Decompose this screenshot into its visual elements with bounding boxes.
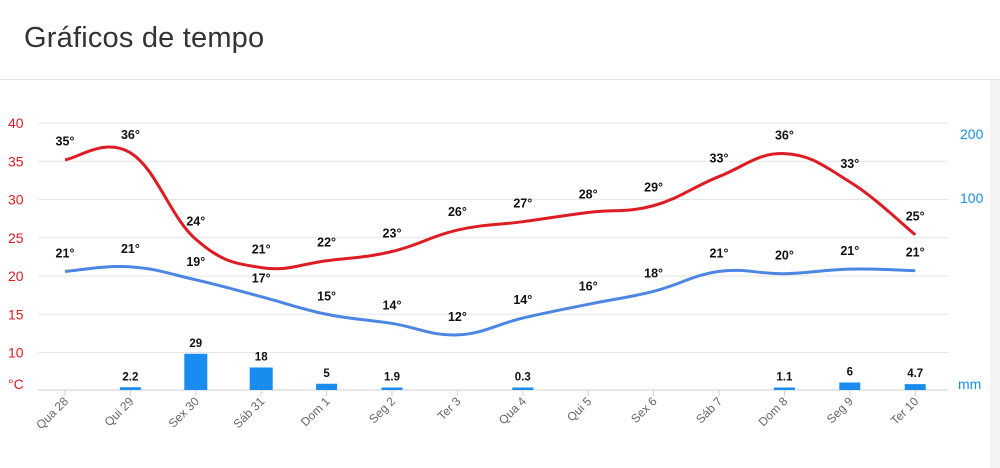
x-tick-label: Dom 8	[756, 394, 791, 429]
precip-label: 6	[847, 367, 853, 379]
y-tick-label-right: 100	[960, 190, 984, 206]
max-temp-label: 25°	[906, 210, 925, 224]
precip-label: 29	[189, 338, 202, 350]
precip-label: 2.2	[122, 371, 138, 383]
x-tick-label: Sáb 31	[231, 394, 268, 431]
max-temp-label: 33°	[710, 152, 729, 166]
x-tick-label: Ter 10	[888, 394, 922, 428]
precip-bar	[316, 383, 338, 390]
min-temp-label: 17°	[252, 272, 271, 286]
precip-label: 4.7	[907, 368, 923, 380]
x-tick-label: Seg 9	[824, 394, 856, 426]
y-axis-unit-right: mm	[958, 376, 981, 392]
x-tick-label: Dom 1	[298, 394, 333, 429]
max-temp-label: 36°	[121, 128, 140, 142]
min-temp-label: 21°	[840, 244, 859, 258]
precip-bar	[904, 384, 926, 390]
min-temp-label: 18°	[644, 266, 663, 280]
max-temp-label: 27°	[513, 197, 532, 211]
precip-bar	[381, 387, 403, 390]
precip-bar	[839, 382, 861, 390]
min-temp-label: 21°	[906, 246, 925, 260]
x-tick-label: Seg 2	[366, 394, 398, 426]
y-axis-unit-left: °C	[8, 376, 24, 392]
weather-chart: 40 35 30 25 20 15 10 °C 200 100 mm Qua 28 Qui 29 Sex …	[8, 115, 984, 432]
panel-header: Gráficos de tempo	[0, 0, 1000, 80]
min-temp-line	[64, 265, 916, 337]
x-tick-label: Sáb 7	[693, 394, 725, 426]
max-temp-label: 21°	[252, 243, 271, 257]
y-tick-label-left: 10	[8, 345, 24, 361]
precip-label: 1.1	[776, 372, 793, 384]
min-temp-label: 12°	[448, 310, 467, 324]
max-temp-label: 33°	[840, 157, 859, 171]
y-tick-label-left: 25	[8, 230, 24, 246]
y-tick-label-left: 15	[8, 306, 24, 322]
min-temp-label: 21°	[56, 246, 75, 260]
x-tick-label: Sex 30	[166, 394, 203, 431]
max-temp-line	[64, 145, 917, 271]
x-tick-label: Qui 29	[102, 394, 137, 429]
max-temp-label: 22°	[317, 236, 336, 250]
max-temp-label: 26°	[448, 205, 467, 219]
x-tick-label: Qui 5	[564, 394, 594, 424]
precip-label: 0.3	[515, 372, 531, 384]
y-tick-label-left: 40	[8, 115, 24, 131]
page-title: Gráficos de tempo	[24, 22, 265, 54]
max-temp-label: 24°	[186, 214, 205, 228]
precip-bar	[249, 367, 273, 390]
max-temp-label: 23°	[383, 227, 402, 241]
min-temp-label: 16°	[579, 279, 598, 293]
y-tick-label-left: 20	[8, 268, 24, 284]
y-tick-label-left: 30	[8, 192, 24, 208]
min-temp-label: 20°	[775, 249, 794, 263]
y-tick-label-left: 35	[8, 153, 24, 169]
precip-bar	[773, 387, 795, 390]
min-temp-label: 14°	[513, 293, 532, 307]
precip-label: 1.9	[384, 372, 400, 384]
right-edge-strip	[990, 80, 1000, 468]
min-temp-label: 19°	[186, 255, 205, 269]
precip-label: 5	[323, 368, 330, 380]
precip-label: 18	[255, 352, 268, 364]
max-temp-label: 36°	[775, 129, 794, 143]
precip-bar	[184, 353, 208, 390]
x-tick-label: Ter 3	[435, 394, 464, 423]
x-tick-label: Qua 28	[33, 394, 71, 432]
precip-bar	[119, 387, 141, 390]
max-temp-label: 28°	[579, 188, 598, 202]
x-tick-label: Qua 4	[496, 394, 529, 427]
min-temp-label: 14°	[383, 298, 402, 312]
precip-bar	[512, 387, 534, 390]
min-temp-label: 15°	[317, 289, 336, 303]
y-tick-label-right: 200	[960, 126, 984, 142]
x-tick-label: Sex 6	[628, 394, 660, 426]
min-temp-label: 21°	[710, 246, 729, 260]
max-temp-label: 35°	[56, 135, 75, 149]
min-temp-label: 21°	[121, 242, 140, 256]
max-temp-label: 29°	[644, 181, 663, 195]
